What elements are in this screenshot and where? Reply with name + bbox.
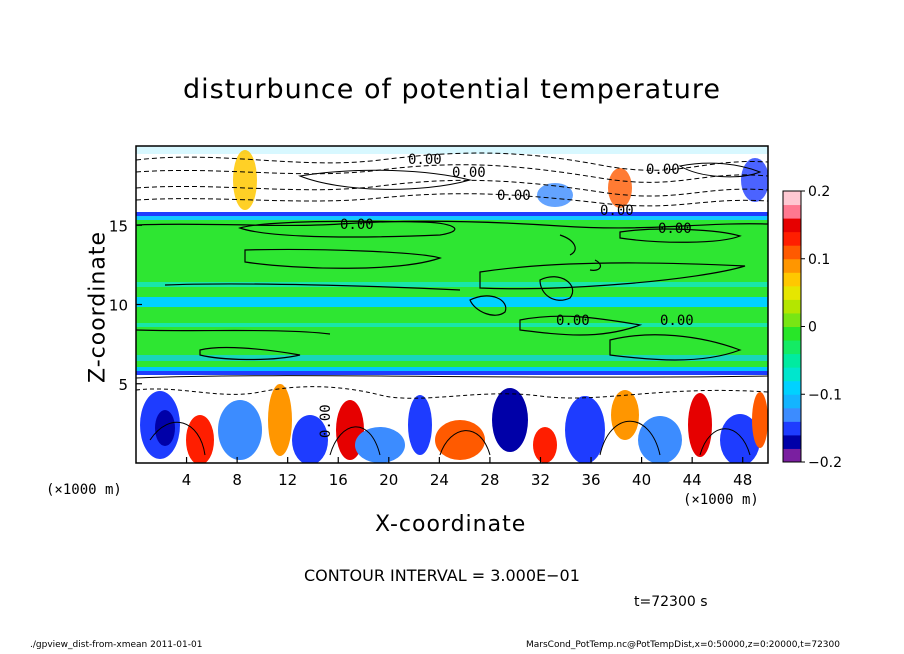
colorbar-swatch xyxy=(783,326,801,341)
x-tick-label: 28 xyxy=(480,471,499,489)
colorbar-tick-label: 0 xyxy=(808,320,817,336)
colorbar-swatch xyxy=(783,204,801,219)
colorbar-swatch xyxy=(783,245,801,260)
colorbar-swatch xyxy=(783,258,801,273)
contour-interval-label: CONTOUR INTERVAL = 3.000E−01 xyxy=(304,566,580,585)
colorbar-swatch xyxy=(783,312,801,327)
contour-label: 0.00 xyxy=(660,313,694,329)
colorbar-swatch xyxy=(783,380,801,395)
lower-contours xyxy=(136,375,768,456)
colorbar-tick-label: 0.1 xyxy=(808,252,830,268)
contour-label: 0.00 xyxy=(600,203,634,219)
colorbar-swatch xyxy=(783,394,801,409)
colorbar-swatch xyxy=(783,285,801,300)
colorbar-swatch xyxy=(783,299,801,314)
colorbar-swatch xyxy=(783,272,801,287)
contour-value-labels: 0.00 0.00 0.00 0.00 0.00 0.00 0.00 0.00 … xyxy=(318,152,694,438)
contour-label: 0.00 xyxy=(497,188,531,204)
x-tick-label: 20 xyxy=(379,471,398,489)
contour-label: 0.00 xyxy=(556,313,590,329)
x-axis-label: X-coordinate xyxy=(375,512,527,537)
y-tick-label: 15 xyxy=(109,217,128,235)
x-axis-ticks: 4 8 12 16 20 24 28 32 36 40 44 48 xyxy=(182,457,752,489)
colorbar-swatch xyxy=(783,191,801,206)
contour-label: 0.00 xyxy=(646,162,680,178)
upper-layer-blobs xyxy=(233,150,768,210)
upper-boundary-band xyxy=(136,212,768,217)
upper-layer-band xyxy=(136,146,768,154)
x-tick-label: 8 xyxy=(232,471,242,489)
x-tick-label: 48 xyxy=(733,471,752,489)
colorbar-swatch xyxy=(783,218,801,233)
colorbar-swatch xyxy=(783,434,801,449)
x-tick-label: 4 xyxy=(182,471,192,489)
cyan-band-1 xyxy=(136,282,768,287)
colorbar-swatch xyxy=(783,367,801,382)
cyan-band-2 xyxy=(136,297,768,307)
y-tick-label: 5 xyxy=(118,376,128,394)
x-tick-label: 40 xyxy=(632,471,651,489)
x-tick-label: 36 xyxy=(581,471,600,489)
colorbar-swatch xyxy=(783,448,801,463)
colorbar-swatch xyxy=(783,231,801,246)
x-tick-label: 24 xyxy=(430,471,449,489)
lower-boundary-band xyxy=(136,367,768,371)
contour-label: 0.00 xyxy=(318,404,334,438)
footer-data-source: MarsCond_PotTemp.nc@PotTempDist,x=0:5000… xyxy=(526,640,840,650)
x-unit-label-right: (×1000 m) xyxy=(683,492,759,508)
y-axis-ticks: 5 10 15 xyxy=(109,217,142,394)
y-tick-label: 10 xyxy=(109,297,128,315)
x-tick-label: 12 xyxy=(278,471,297,489)
cyan-band-3 xyxy=(136,323,768,327)
footer-script-info: ./gpview_dist-from-xmean 2011-01-01 xyxy=(30,640,203,650)
plot-area: 0.00 0.00 0.00 0.00 0.00 0.00 0.00 0.00 … xyxy=(136,146,768,463)
x-unit-label-left: (×1000 m) xyxy=(46,482,122,498)
time-label: t=72300 s xyxy=(634,594,708,610)
x-tick-label: 16 xyxy=(329,471,348,489)
colorbar-swatch xyxy=(783,407,801,422)
contour-label: 0.00 xyxy=(408,152,442,168)
colorbar-swatch xyxy=(783,340,801,355)
lower-boundary-band-dark xyxy=(136,371,768,375)
colorbar-swatch xyxy=(783,353,801,368)
y-axis-label: Z-coordinate xyxy=(85,231,111,383)
contour-label: 0.00 xyxy=(658,221,692,237)
lower-layer-blobs xyxy=(140,384,768,463)
colorbar-swatch xyxy=(783,421,801,436)
contour-label: 0.00 xyxy=(340,217,374,233)
chart-title: disturbunce of potential temperature xyxy=(183,74,721,105)
contour-lines xyxy=(136,220,768,361)
colorbar-tick-label: −0.2 xyxy=(808,455,842,471)
cyan-band-4 xyxy=(136,355,768,361)
x-tick-label: 44 xyxy=(683,471,702,489)
contour-label: 0.00 xyxy=(452,165,486,181)
colorbar-tick-label: −0.1 xyxy=(808,387,842,403)
x-tick-label: 32 xyxy=(531,471,550,489)
upper-contours xyxy=(136,152,768,207)
colorbar: 0.2 0.1 0 −0.1 −0.2 xyxy=(782,184,842,471)
colorbar-tick-label: 0.2 xyxy=(808,184,830,200)
upper-boundary-band-light xyxy=(136,216,768,220)
